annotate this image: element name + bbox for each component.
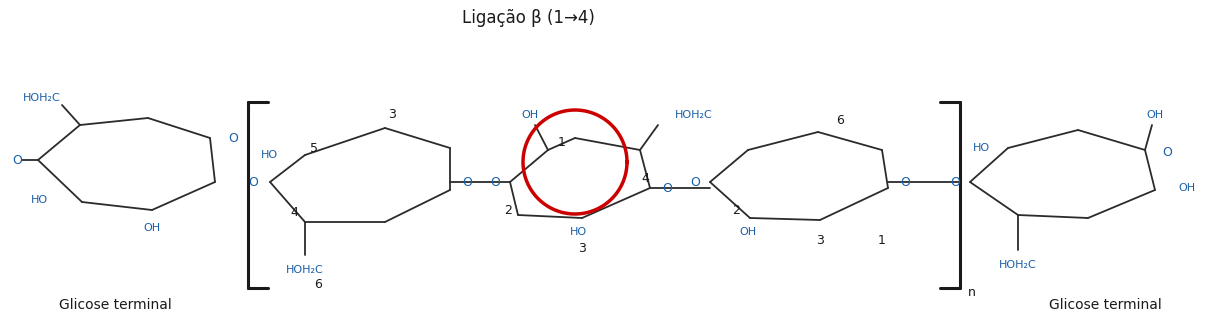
Text: HOH₂C: HOH₂C bbox=[286, 265, 324, 275]
Text: 2: 2 bbox=[732, 203, 740, 216]
Text: O: O bbox=[462, 176, 472, 189]
Text: HO: HO bbox=[260, 150, 278, 160]
Text: OH: OH bbox=[1178, 183, 1195, 193]
Text: OH: OH bbox=[739, 227, 756, 237]
Text: Glicose terminal: Glicose terminal bbox=[1049, 298, 1162, 312]
Text: O: O bbox=[690, 176, 700, 189]
Text: HOH₂C: HOH₂C bbox=[23, 93, 61, 103]
Text: OH: OH bbox=[522, 110, 539, 120]
Text: 6: 6 bbox=[836, 113, 844, 126]
Text: O: O bbox=[1162, 145, 1172, 158]
Text: 4: 4 bbox=[290, 205, 298, 218]
Text: HO: HO bbox=[570, 227, 587, 237]
Text: O: O bbox=[490, 176, 500, 189]
Text: HO: HO bbox=[973, 143, 990, 153]
Text: O: O bbox=[228, 132, 238, 145]
Text: O: O bbox=[12, 154, 22, 167]
Text: HO: HO bbox=[31, 195, 48, 205]
Text: OH: OH bbox=[1147, 110, 1164, 120]
Text: 3: 3 bbox=[578, 241, 586, 254]
Text: 5: 5 bbox=[309, 142, 318, 155]
Text: n: n bbox=[968, 285, 976, 298]
Text: 1: 1 bbox=[878, 234, 885, 247]
Text: 6: 6 bbox=[314, 279, 322, 292]
Text: O: O bbox=[662, 181, 672, 194]
Text: OH: OH bbox=[144, 223, 161, 233]
Text: O: O bbox=[900, 176, 910, 189]
Text: O: O bbox=[248, 176, 258, 189]
Text: Glicose terminal: Glicose terminal bbox=[59, 298, 172, 312]
Text: 3: 3 bbox=[817, 234, 824, 247]
Text: 4: 4 bbox=[641, 171, 648, 184]
Text: HOH₂C: HOH₂C bbox=[675, 110, 712, 120]
Text: Ligação β (1→4): Ligação β (1→4) bbox=[462, 9, 594, 27]
Text: 1: 1 bbox=[558, 135, 566, 148]
Text: HOH₂C: HOH₂C bbox=[1000, 260, 1036, 270]
Text: O: O bbox=[950, 176, 960, 189]
Text: 3: 3 bbox=[388, 109, 395, 122]
Text: 2: 2 bbox=[503, 203, 512, 216]
